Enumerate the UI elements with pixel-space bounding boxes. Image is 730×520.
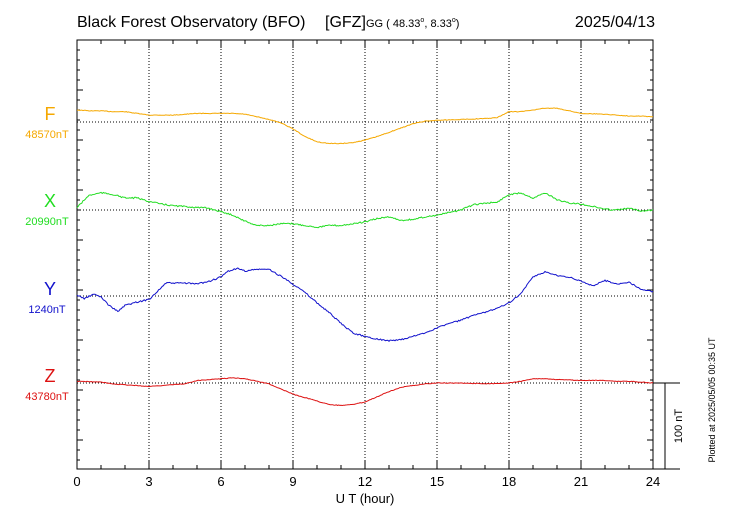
baseline-label-z: 43780nT [25,391,69,403]
x-tick-label: 3 [145,474,152,489]
channel-label-f: F [45,104,56,124]
x-tick-label: 18 [502,474,516,489]
series-traces [76,107,654,407]
x-tick-label: 12 [358,474,372,489]
observatory-title: Black Forest Observatory (BFO) [77,14,306,31]
chart-header: Black Forest Observatory (BFO) [GFZ] GG … [77,14,655,31]
x-tick-label: 0 [73,474,80,489]
series-line-z [76,377,654,407]
x-tick-label: 6 [217,474,224,489]
channel-labels: F 48570nT X 20990nT Y 1240nT Z 43780nT [25,104,69,403]
degree-mark: o [420,17,424,24]
channel-label-z: Z [45,366,56,386]
baseline-label-y: 1240nT [28,304,66,316]
x-tick-label: 21 [574,474,588,489]
channel-label-y: Y [44,279,56,299]
scale-bar: 100 nT [653,382,685,470]
x-tick-label: 15 [430,474,444,489]
x-axis: 0 3 6 9 12 15 18 21 24 [73,40,660,489]
series-line-y [76,267,654,342]
chart-date: 2025/04/13 [575,14,655,31]
baseline-label-x: 20990nT [25,216,69,228]
series-line-f [77,107,653,145]
plot-frame [76,39,654,470]
grid-lines [77,40,653,469]
degree-mark: o [452,17,456,24]
institute-label: [GFZ] [325,14,366,31]
baseline-label-f: 48570nT [25,129,69,141]
scale-bar-label: 100 nT [673,409,685,444]
channel-label-x: X [44,191,56,211]
series-line-x [76,191,654,229]
coordinates-text: GG ( 48.33o, 8.33o) [366,17,459,30]
plotted-timestamp: Plotted at 2025/05/05 00:35 UT [707,337,717,463]
x-tick-label: 24 [646,474,660,489]
x-tick-label: 9 [289,474,296,489]
x-axis-title: U T (hour) [336,491,395,506]
